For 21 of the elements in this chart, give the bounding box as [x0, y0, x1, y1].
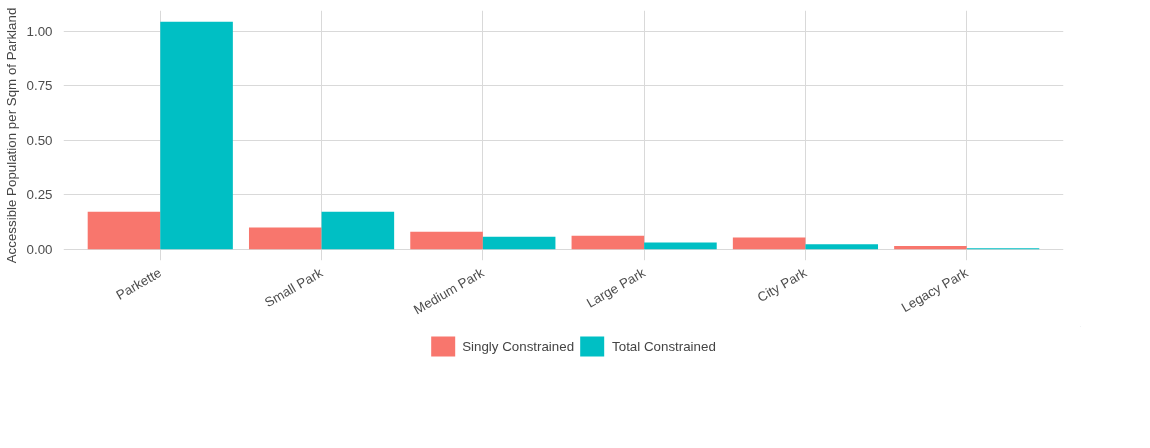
legend-label: Total Constrained: [612, 338, 716, 354]
y-tick-label: 0.25: [26, 187, 53, 203]
bar: [644, 242, 717, 250]
x-tick-label: City Park: [754, 264, 810, 306]
bar: [321, 211, 395, 250]
y-tick-label: 1.00: [26, 23, 53, 39]
bar: [248, 227, 322, 250]
bar: [410, 231, 483, 250]
bar: [732, 237, 806, 250]
bar: [160, 21, 233, 250]
bar: [805, 244, 879, 250]
bar: [894, 245, 967, 250]
y-tick-label: 0.75: [26, 78, 53, 94]
legend-label: Singly Constrained: [462, 338, 575, 354]
x-tick-label: Large Park: [583, 264, 649, 311]
bar: [482, 236, 556, 250]
y-tick-label: 0.50: [26, 132, 53, 148]
bar: [571, 235, 645, 250]
y-tick-label: 0.00: [26, 241, 53, 257]
y-axis-title: Accessible Population per Sqm of Parkland: [3, 7, 19, 264]
bar: [87, 211, 161, 250]
